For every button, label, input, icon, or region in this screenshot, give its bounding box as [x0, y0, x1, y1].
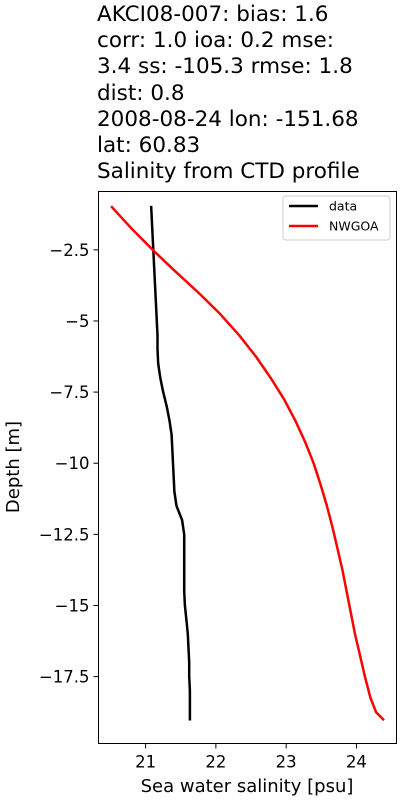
y-tick-label: −12.5: [39, 525, 90, 544]
series-line-data: [149, 205, 192, 721]
title-line: 3.4 ss: -105.3 rmse: 1.8: [97, 54, 353, 80]
title-line: 2008-08-24 lon: -151.68: [97, 106, 359, 132]
y-tick-label: −15: [55, 597, 90, 616]
legend-label-nwgoa: NWGOA: [329, 219, 379, 234]
title-line: Salinity from CTD profile: [97, 159, 360, 185]
legend: data NWGOA: [282, 195, 391, 241]
x-axis-label: Sea water salinity [psu]: [141, 776, 354, 797]
x-tick-label: 23: [276, 753, 297, 772]
chart-title: AKCI08-007: bias: 1.6 corr: 1.0 ioa: 0.2…: [97, 2, 397, 185]
y-tick-label: −2.5: [49, 241, 89, 260]
y-axis-label: Depth [m]: [3, 421, 24, 513]
x-tick-label: 21: [135, 753, 156, 772]
y-tick-label: −17.5: [39, 668, 90, 687]
x-tick-label: 24: [346, 753, 367, 772]
y-axis: −2.5 −5 −7.5 −10 −12.5 −15 −17.5: [39, 241, 99, 687]
y-tick-label: −10: [55, 454, 90, 473]
title-line: dist: 0.8: [97, 80, 185, 106]
title-line: corr: 1.0 ioa: 0.2 mse:: [97, 28, 335, 54]
title-line: AKCI08-007: bias: 1.6: [97, 2, 329, 27]
series-layer: [110, 205, 385, 722]
x-axis: 21 22 23 24: [135, 743, 367, 772]
series-line-nwgoa: [110, 205, 385, 722]
y-tick-label: −7.5: [49, 383, 89, 402]
y-tick-label: −5: [65, 312, 89, 331]
x-tick-label: 22: [205, 753, 226, 772]
title-line: lat: 60.83: [97, 133, 201, 159]
plot-frame: [98, 191, 397, 744]
legend-label-data: data: [329, 199, 357, 214]
